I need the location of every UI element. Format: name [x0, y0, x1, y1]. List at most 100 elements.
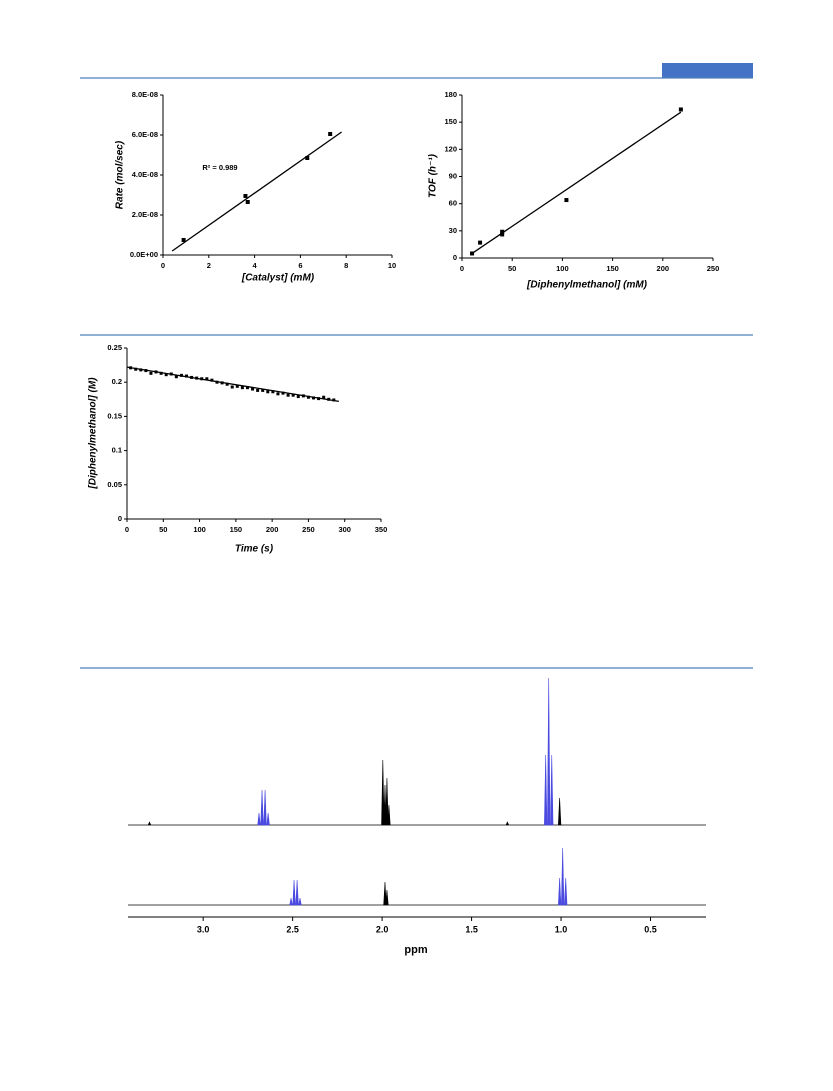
data-point: [181, 238, 186, 242]
x-tick-label: 50: [508, 264, 516, 273]
peak: [387, 804, 391, 826]
header-tab: [662, 63, 753, 78]
x-tick-label: 100: [193, 525, 206, 534]
peak: [564, 877, 568, 906]
peak: [147, 821, 152, 826]
fit-line: [471, 111, 682, 255]
x-tick-label: 350: [375, 525, 388, 534]
y-tick-label: 0: [118, 514, 122, 523]
data-point: [230, 385, 234, 389]
peak: [381, 759, 385, 826]
x-tick-label: 3.0: [197, 924, 210, 934]
data-point: [144, 369, 148, 373]
peak: [266, 812, 270, 826]
data-point: [225, 382, 229, 386]
x-axis-label: [Diphenylmethanol] (mM): [526, 280, 648, 291]
x-tick-label: 150: [606, 264, 619, 273]
x-tick-label: 1.5: [465, 924, 478, 934]
data-point: [281, 391, 285, 395]
x-axis-label: Time (s): [235, 544, 274, 555]
x-tick-label: 150: [230, 525, 243, 534]
peak: [544, 754, 548, 826]
y-axis-label: TOF (h⁻¹): [428, 153, 439, 198]
data-point: [129, 366, 133, 370]
data-point: [205, 377, 209, 381]
data-point: [291, 393, 295, 397]
data-point: [322, 395, 326, 399]
data-point: [286, 393, 290, 397]
y-axis-label: [Diphenylmethanol] (M): [88, 377, 99, 490]
data-point: [195, 376, 199, 380]
data-point: [500, 232, 505, 237]
data-point: [256, 388, 260, 392]
x-tick-label: 100: [556, 264, 569, 273]
peak: [257, 812, 261, 826]
peak: [561, 847, 565, 906]
peak: [295, 879, 299, 906]
data-point: [564, 198, 569, 203]
y-tick-label: 60: [449, 199, 457, 208]
data-point: [245, 200, 250, 204]
x-axis-label: [Catalyst] (mM): [241, 273, 315, 284]
data-point: [271, 390, 275, 394]
data-point: [174, 375, 178, 379]
y-tick-label: 0.1: [112, 446, 122, 455]
x-tick-label: 250: [707, 264, 720, 273]
data-point: [185, 374, 189, 378]
x-tick-label: 0: [161, 261, 165, 270]
x-tick-label: 2: [207, 261, 211, 270]
y-tick-label: 0: [453, 253, 457, 262]
x-tick-label: 200: [657, 264, 670, 273]
peak: [263, 789, 267, 826]
y-tick-label: 0.25: [107, 343, 122, 352]
peak: [298, 897, 302, 906]
y-tick-label: 0.2: [112, 377, 122, 386]
y-tick-label: 180: [444, 90, 457, 99]
data-point: [179, 373, 183, 377]
x-tick-label: 50: [159, 525, 167, 534]
data-point: [470, 251, 475, 256]
x-tick-label: 1.0: [555, 924, 568, 934]
x-tick-label: 10: [388, 261, 396, 270]
peak: [385, 777, 389, 826]
peak: [505, 821, 510, 826]
data-point: [327, 397, 331, 401]
x-tick-label: 250: [302, 525, 315, 534]
y-tick-label: 150: [444, 117, 457, 126]
data-point: [210, 378, 214, 382]
y-tick-label: 2.0E-08: [132, 210, 158, 219]
data-point: [190, 375, 194, 379]
data-point: [243, 194, 248, 198]
data-point: [312, 396, 316, 400]
x-tick-label: 8: [344, 261, 348, 270]
data-point: [276, 392, 280, 396]
data-point: [159, 371, 163, 375]
y-tick-label: 30: [449, 226, 457, 235]
data-point: [215, 380, 219, 384]
data-point: [296, 395, 300, 399]
x-tick-label: 2.5: [286, 924, 299, 934]
x-tick-label: 4: [253, 261, 258, 270]
data-point: [261, 388, 265, 392]
peak: [550, 754, 554, 826]
peak: [289, 897, 293, 906]
data-point: [305, 156, 310, 160]
x-tick-label: 2.0: [376, 924, 389, 934]
data-point: [245, 386, 249, 390]
data-point: [149, 371, 153, 375]
peak: [383, 881, 387, 906]
data-point: [317, 397, 321, 401]
data-point: [164, 373, 168, 377]
data-point: [139, 368, 143, 372]
y-axis-label: Rate (mol/sec): [115, 140, 126, 209]
y-tick-label: 4.0E-08: [132, 170, 158, 179]
data-point: [328, 132, 333, 136]
y-tick-label: 0.05: [107, 480, 122, 489]
x-tick-label: 0.5: [644, 924, 657, 934]
data-point: [478, 240, 483, 245]
data-point: [154, 370, 158, 374]
x-tick-label: 200: [266, 525, 279, 534]
data-point: [251, 387, 255, 391]
